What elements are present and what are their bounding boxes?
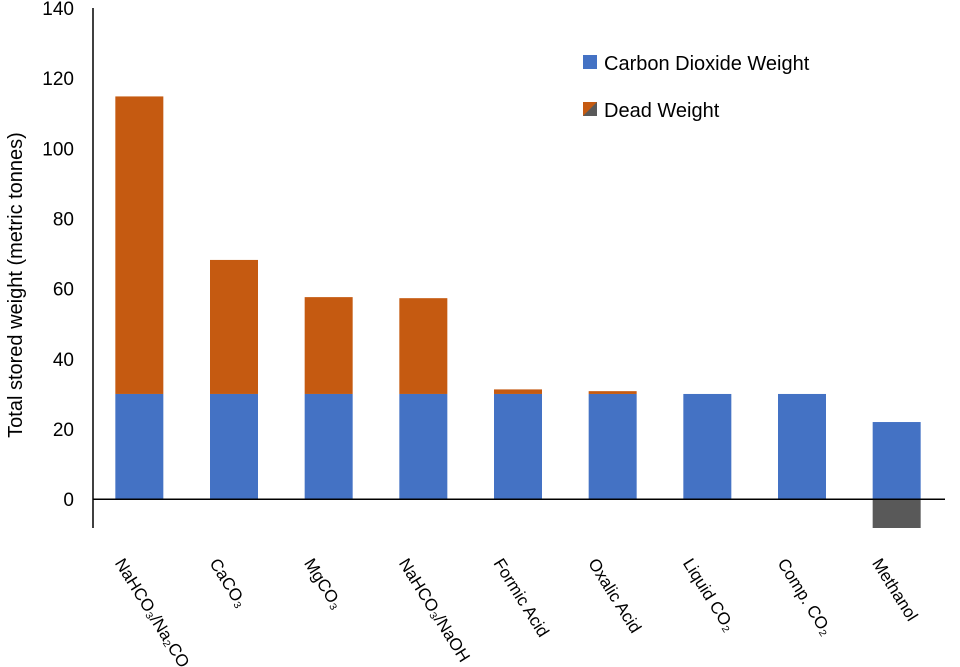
x-tick-label: Oxalic Acid [584, 555, 645, 636]
y-axis-label: Total stored weight (metric tonnes) [5, 132, 27, 438]
bar-dead-weight [588, 391, 637, 394]
bar-co2-weight [872, 422, 921, 500]
y-tick-label: 40 [53, 350, 74, 371]
bar-co2-weight [588, 393, 637, 500]
bars-group [115, 96, 921, 528]
x-tick-label: MgCO₃ [300, 555, 346, 613]
x-tick-label: NaHCO₃/Na₂CO₃ [111, 555, 197, 667]
bar-co2-weight [304, 393, 353, 500]
x-tick-label: CaCO₃ [206, 555, 251, 611]
bar-co2-weight [683, 393, 732, 500]
bar-co2-weight [115, 393, 164, 500]
x-tick-labels: NaHCO₃/Na₂CO₃ CaCO₃ MgCO₃ NaHCO₃/NaOH Formic… [111, 555, 922, 667]
bar-co2-weight [210, 393, 258, 500]
legend-swatch-co2 [583, 55, 597, 69]
y-tick-label: 60 [53, 280, 74, 301]
y-tick-label: 100 [42, 139, 74, 160]
y-tick-label: 120 [42, 69, 74, 90]
x-tick-label: Comp. CO₂ [774, 555, 836, 639]
bar-dead-weight-negative [872, 499, 921, 528]
legend-label-co2: Carbon Dioxide Weight [604, 53, 810, 75]
legend-label-dead: Dead Weight [604, 100, 720, 122]
bar-dead-weight [304, 297, 353, 394]
y-tick-label: 140 [42, 0, 74, 20]
bar-co2-weight [399, 393, 448, 500]
bar-dead-weight [115, 96, 164, 394]
bar-co2-weight [494, 393, 542, 500]
bar-dead-weight [210, 259, 258, 394]
x-tick-label: Methanol [868, 555, 921, 624]
legend-swatch-dead-negative [583, 102, 597, 116]
y-tick-label: 80 [53, 210, 74, 231]
bar-dead-weight [399, 298, 448, 394]
bar-co2-weight [778, 393, 826, 500]
y-tick-labels: 0 20 40 60 80 100 120 140 [42, 0, 74, 511]
x-tick-label: Formic Acid [490, 555, 553, 640]
y-tick-label: 20 [53, 420, 74, 441]
x-tick-label: Liquid CO₂ [679, 555, 739, 635]
legend: Carbon Dioxide Weight Dead Weight [583, 53, 810, 122]
bar-dead-weight [494, 389, 542, 394]
y-tick-label: 0 [63, 490, 74, 511]
x-tick-label: NaHCO₃/NaOH [395, 555, 474, 665]
